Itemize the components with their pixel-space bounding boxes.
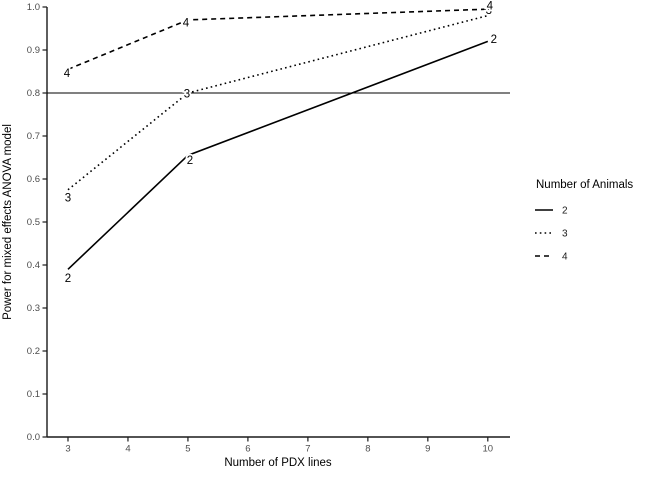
point-label-3: 3 bbox=[65, 192, 71, 204]
x-tick-label: 8 bbox=[365, 444, 370, 455]
x-tick-label: 7 bbox=[305, 444, 310, 455]
legend-title: Number of Animals bbox=[536, 179, 633, 191]
y-tick-label: 0.5 bbox=[27, 217, 40, 228]
point-label-3: 3 bbox=[486, 5, 492, 17]
legend-items: 2 3 4 bbox=[535, 206, 568, 263]
x-axis-title: Number of PDX lines bbox=[224, 457, 332, 469]
y-tick-label: 0.6 bbox=[27, 174, 40, 185]
x-tick-label: 9 bbox=[425, 444, 430, 455]
y-tick-label: 0.8 bbox=[27, 88, 40, 99]
y-tick-label: 0.7 bbox=[27, 131, 40, 142]
x-tick-label: 3 bbox=[65, 444, 70, 455]
y-tick-label: 0.9 bbox=[27, 45, 40, 56]
x-tick-label: 5 bbox=[185, 444, 190, 455]
x-tick-label: 6 bbox=[245, 444, 250, 455]
y-tick-label: 0.4 bbox=[27, 260, 40, 271]
y-tick-label: 0.1 bbox=[27, 389, 40, 400]
y-tick-label: 0.3 bbox=[27, 303, 40, 314]
legend-item-label-4: 4 bbox=[562, 252, 568, 263]
point-label-4: 4 bbox=[64, 68, 71, 80]
y-tick-label: 1.0 bbox=[27, 2, 40, 13]
point-label-3: 3 bbox=[184, 89, 190, 101]
series-line-3 bbox=[67, 14, 489, 191]
series-line-2 bbox=[67, 40, 489, 270]
legend-item-label-3: 3 bbox=[562, 229, 568, 240]
point-label-2: 2 bbox=[65, 273, 71, 285]
plot-panel: 0.00.10.20.30.40.50.60.70.80.91.03 4 5 6 7 8 9… bbox=[27, 2, 510, 455]
point-label-2: 2 bbox=[187, 155, 193, 167]
legend-item-label-2: 2 bbox=[562, 206, 568, 217]
y-tick-label: 0.0 bbox=[27, 432, 40, 443]
x-tick-label: 10 bbox=[483, 444, 494, 455]
point-label-4: 4 bbox=[183, 17, 190, 29]
point-label-4: 4 bbox=[487, 1, 494, 13]
y-axis-title: Power for mixed effects ANOVA model bbox=[2, 124, 14, 320]
x-tick-label: 4 bbox=[125, 444, 130, 455]
series-line-4 bbox=[67, 8, 488, 71]
point-label-2: 2 bbox=[491, 34, 497, 46]
y-tick-label: 0.2 bbox=[27, 346, 40, 357]
